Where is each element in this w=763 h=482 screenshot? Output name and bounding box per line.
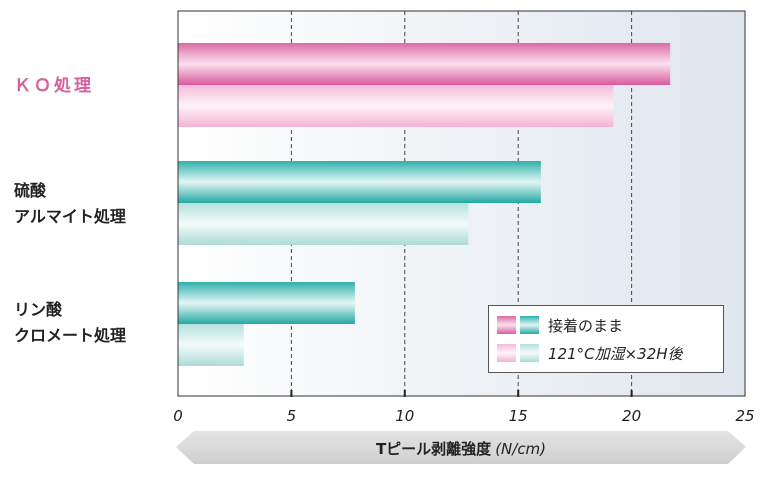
legend-label-as-bonded: 接着のまま xyxy=(548,316,624,335)
legend-label-humidity: 121°C加湿×32H後 xyxy=(548,344,683,363)
legend-swatch-teal-light xyxy=(520,344,539,362)
bar-cat2-series1 xyxy=(178,161,541,203)
category-label-ko: ＫＯ処理 xyxy=(14,76,94,96)
legend-swatch-pink-dark xyxy=(497,316,516,334)
x-axis-title-unit: (N/cm) xyxy=(495,440,546,458)
legend-item-as-bonded: 接着のまま xyxy=(497,314,623,336)
legend: 接着のまま 121°C加湿×32H後 xyxy=(488,305,724,373)
category-label-sulfuric: 硫酸 アルマイト処理 xyxy=(14,181,126,226)
legend-swatch-teal-dark xyxy=(520,316,539,334)
bar-cat2-series2 xyxy=(178,203,469,245)
legend-swatch-pink-light xyxy=(497,344,516,362)
bar-cat3-series1 xyxy=(178,282,355,324)
bar-cat3-series2 xyxy=(178,324,244,366)
bar-cat1-series2 xyxy=(178,85,614,127)
legend-item-humidity: 121°C加湿×32H後 xyxy=(497,342,683,364)
x-tick-label-25: 25 xyxy=(735,407,754,425)
plot-frame xyxy=(177,10,746,397)
x-tick-label-20: 20 xyxy=(622,407,641,425)
x-tick-label-0: 0 xyxy=(173,407,183,425)
bar-layer xyxy=(178,43,671,366)
tick-layer: 0 5 10 15 20 25 xyxy=(173,390,755,425)
x-tick-label-5: 5 xyxy=(287,407,297,425)
x-axis-title-main: Tピール剥離強度 xyxy=(376,440,492,458)
category-label-phosphate: リン酸 クロメート処理 xyxy=(14,300,127,345)
x-tick-label-10: 10 xyxy=(395,407,414,425)
x-axis-title: Tピール剥離強度 (N/cm) xyxy=(376,440,546,458)
x-tick-label-15: 15 xyxy=(509,407,528,425)
bar-cat1-series1 xyxy=(178,43,671,85)
x-axis-arrow-band xyxy=(176,431,746,464)
